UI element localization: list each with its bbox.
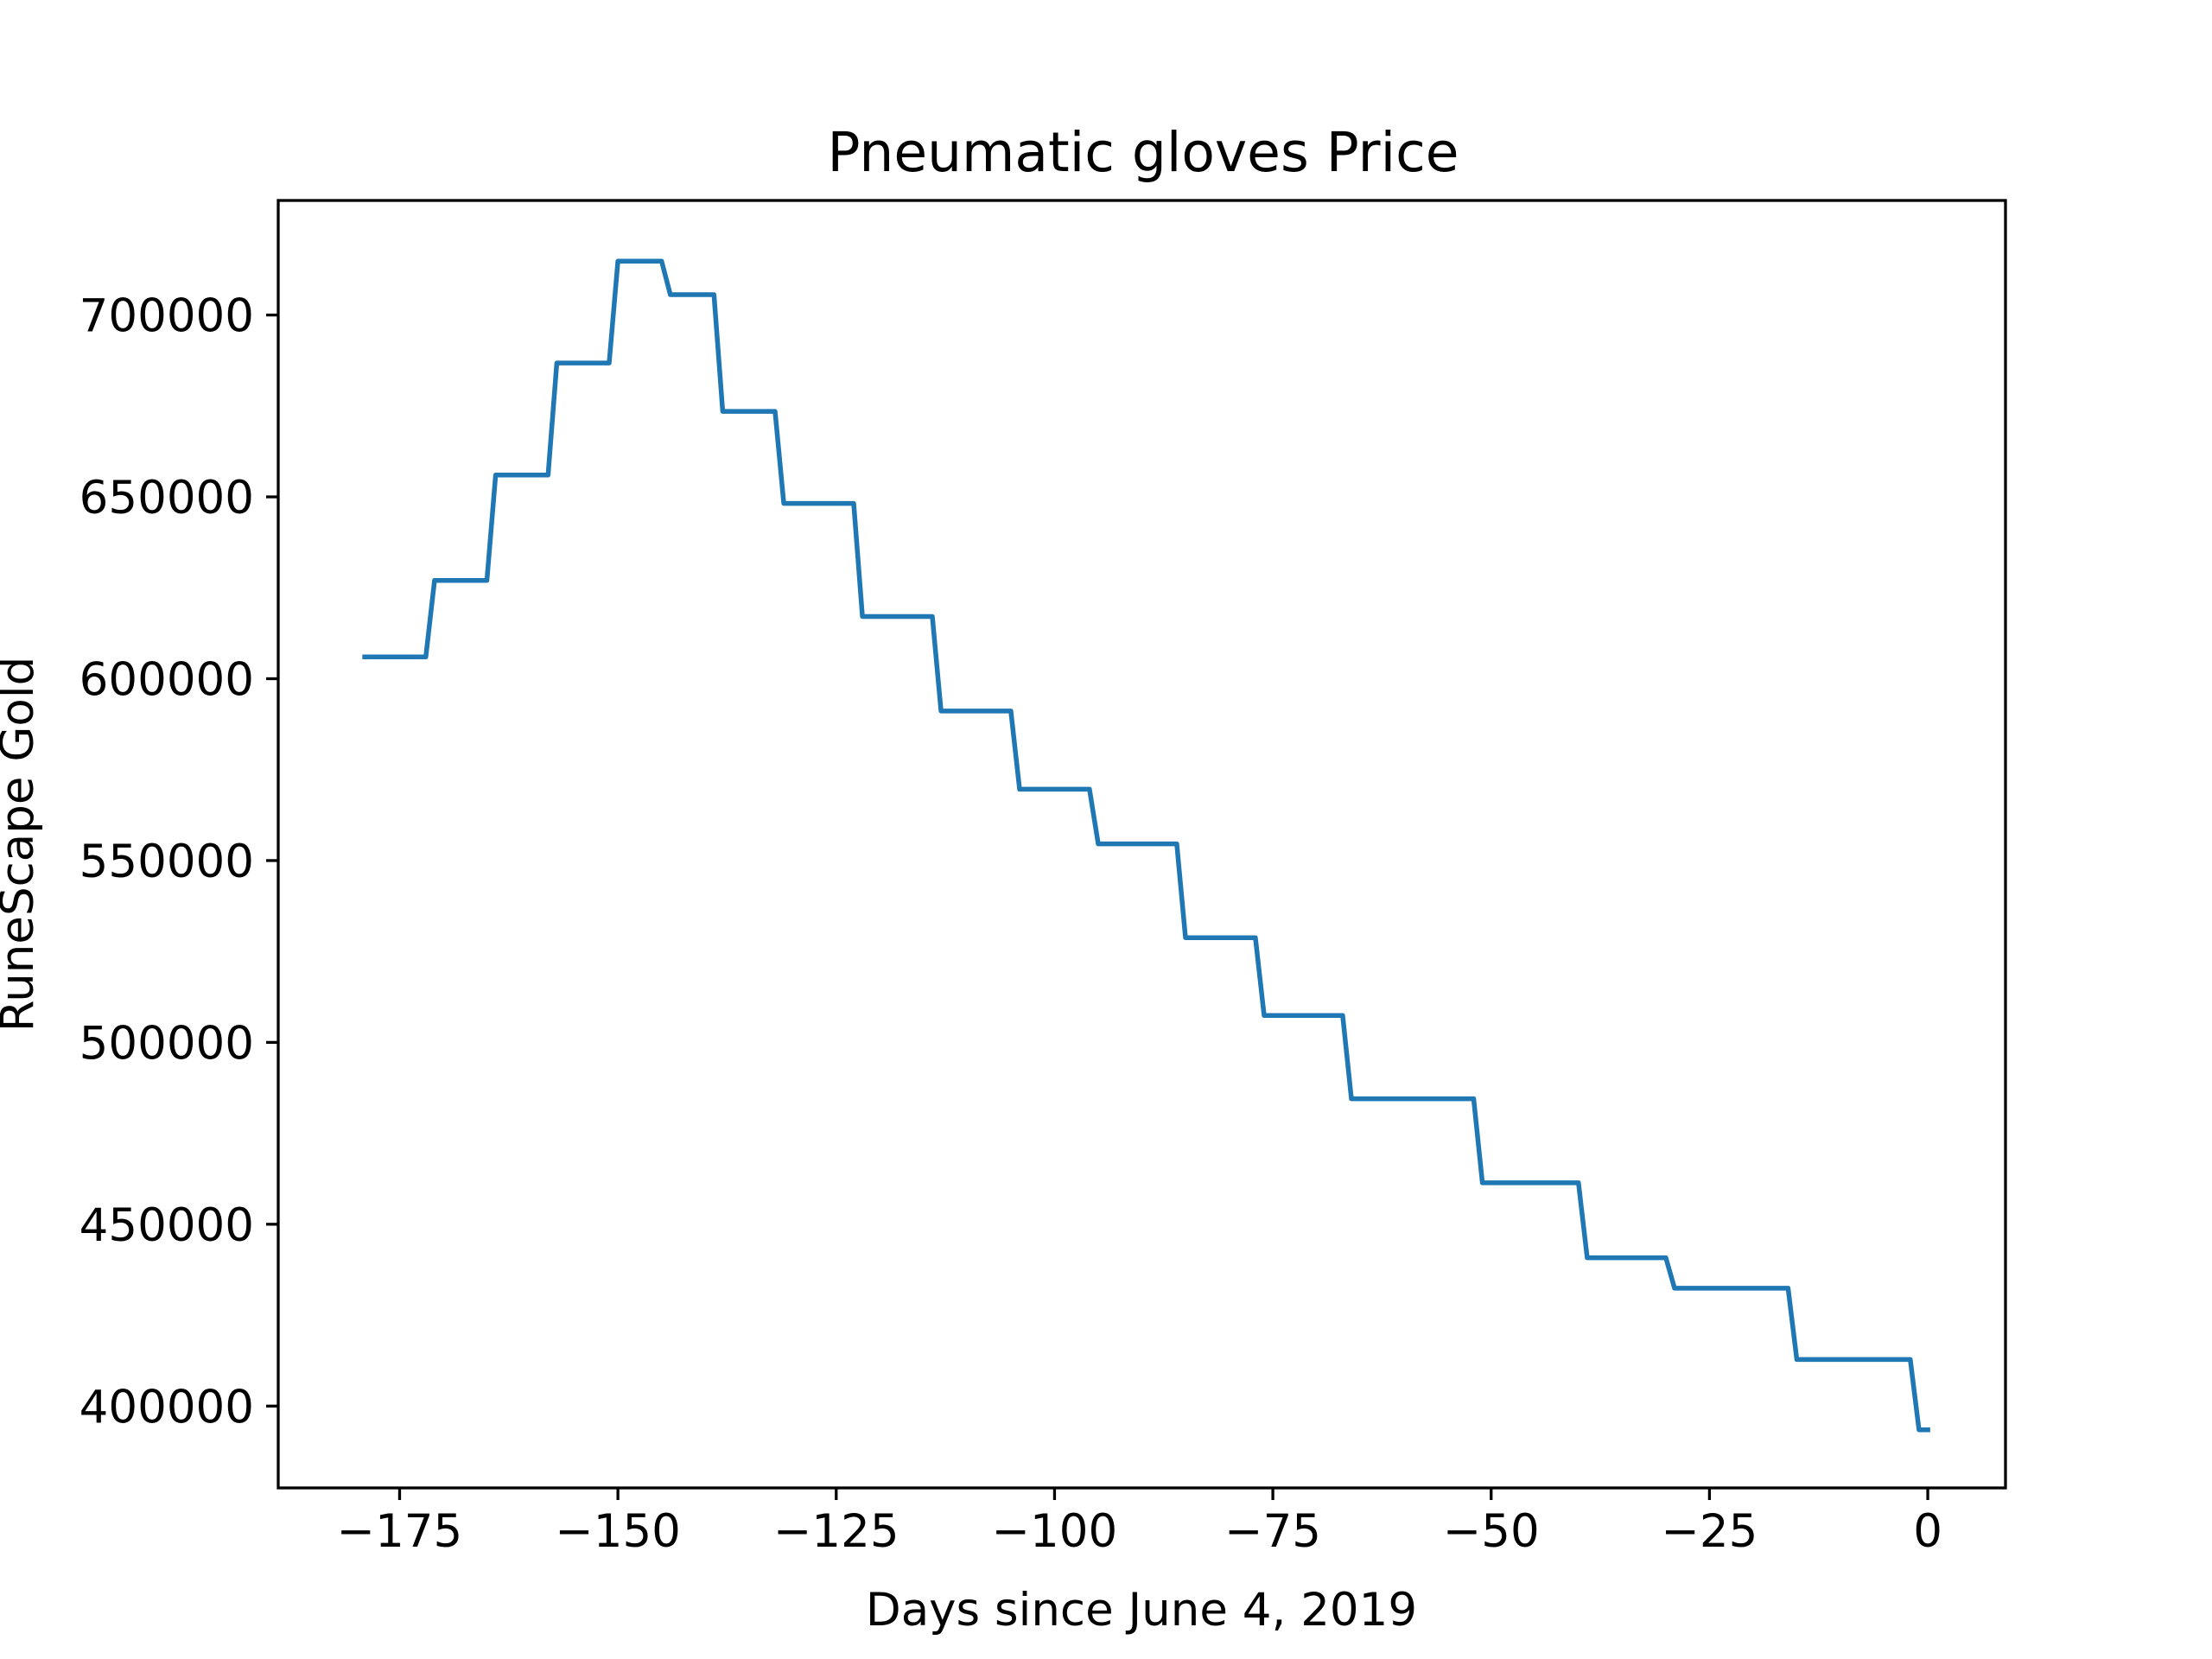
plot-area — [362, 258, 1930, 1433]
axes-frame — [276, 199, 2007, 1490]
x-axis: −175 −150 −125 −100 −75 −50 −25 0 — [337, 1488, 1942, 1558]
x-axis-label: Days since June 4, 2019 — [866, 1584, 1417, 1637]
x-tick-label: 0 — [1913, 1505, 1942, 1558]
x-tick-label: −25 — [1661, 1505, 1758, 1558]
chart-title: Pneumatic gloves Price — [828, 121, 1459, 184]
x-tick-label: −75 — [1224, 1505, 1321, 1558]
y-axis-label: RuneScape Gold — [0, 657, 44, 1032]
y-tick-label: 400000 — [79, 1381, 254, 1433]
y-tick-label: 550000 — [79, 836, 254, 888]
x-tick-label: −100 — [992, 1505, 1118, 1558]
y-tick-label: 650000 — [79, 472, 254, 524]
y-tick-label: 700000 — [79, 290, 254, 343]
y-tick-label: 450000 — [79, 1199, 254, 1252]
y-tick-label: 500000 — [79, 1017, 254, 1070]
x-tick-label: −125 — [773, 1505, 899, 1558]
y-axis: 400000 450000 500000 550000 600000 650000 7000… — [79, 290, 278, 1433]
x-tick-label: −50 — [1443, 1505, 1540, 1558]
series-line — [362, 258, 1930, 1433]
x-tick-label: −175 — [337, 1505, 463, 1558]
x-tick-label: −150 — [555, 1505, 681, 1558]
y-tick-label: 600000 — [79, 653, 254, 706]
